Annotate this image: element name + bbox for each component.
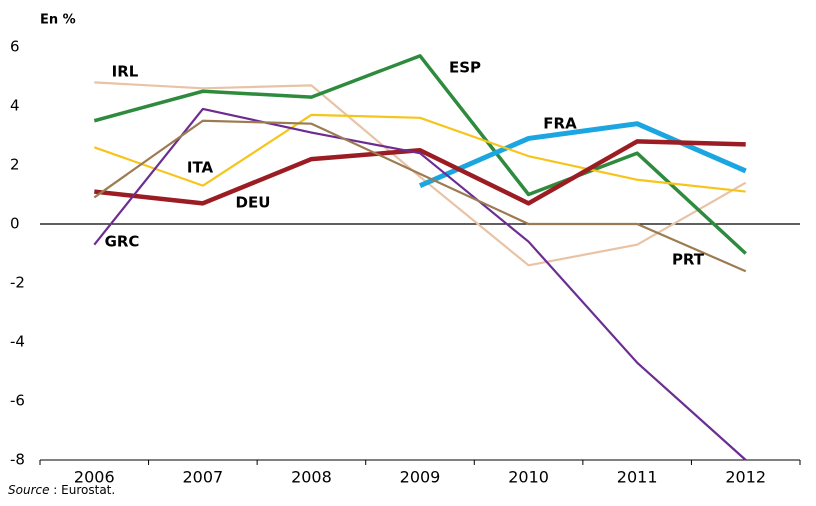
x-tick-label: 2012 [725, 468, 766, 487]
x-tick-label: 2009 [400, 468, 441, 487]
x-tick-label: 2008 [291, 468, 332, 487]
series-label: FRA [543, 115, 577, 133]
series-line [93, 54, 747, 255]
series-line [94, 81, 747, 267]
source-text: : Eurostat. [49, 483, 115, 497]
series-line [419, 121, 747, 188]
y-tick-label: 6 [10, 38, 20, 56]
y-tick-label: -4 [10, 333, 25, 351]
series-line [93, 113, 746, 193]
x-tick-label: 2011 [617, 468, 658, 487]
series-label: ITA [187, 159, 214, 177]
y-axis-label: En % [40, 13, 76, 28]
y-tick-label: 4 [10, 97, 20, 115]
y-tick-label: 2 [10, 156, 20, 174]
source: Source : Eurostat. [8, 483, 115, 497]
series-label: DEU [236, 194, 271, 212]
series-label: PRT [672, 251, 705, 269]
series-line [93, 107, 747, 461]
series-label: GRC [105, 233, 140, 251]
source-label: Source [8, 483, 49, 497]
y-tick-label: -8 [10, 451, 25, 469]
series-label: ESP [449, 59, 481, 77]
y-tick-label: -6 [10, 392, 25, 410]
x-tick-label: 2010 [508, 468, 549, 487]
x-tick-label: 2006 [74, 468, 115, 487]
y-tick-label: 0 [10, 215, 20, 233]
x-tick-label: 2007 [182, 468, 223, 487]
series-line [93, 119, 747, 273]
series-line [94, 139, 746, 206]
y-tick-label: -2 [10, 274, 25, 292]
series-label: IRL [112, 63, 139, 81]
